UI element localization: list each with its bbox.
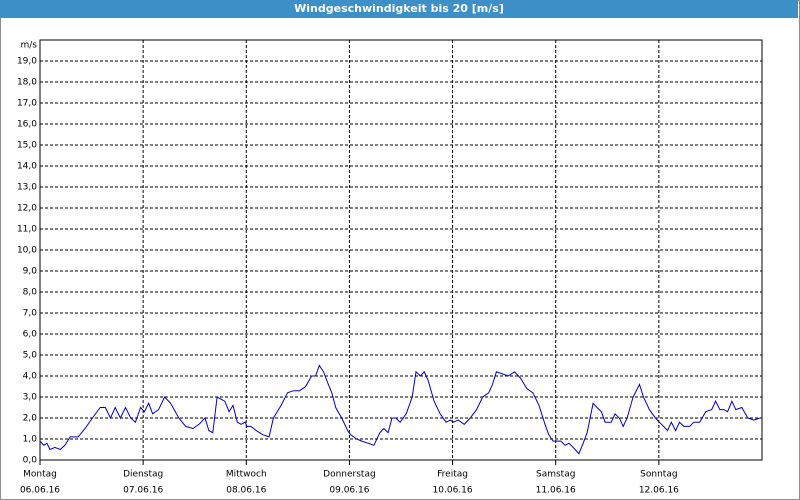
x-tick-label: Dienstag (123, 470, 163, 480)
x-tick-date: 12.06.16 (639, 486, 679, 496)
y-tick-label: 0,0 (23, 456, 38, 466)
y-tick-label: 1,0 (23, 435, 38, 445)
x-tick-date: 10.06.16 (433, 486, 473, 496)
y-tick-label: 16,0 (17, 120, 37, 130)
x-tick-label: Montag (23, 470, 57, 480)
y-tick-label: 11,0 (17, 225, 37, 235)
y-tick-label: 8,0 (23, 288, 38, 298)
x-tick-label: Sonntag (640, 470, 677, 480)
y-tick-label: 17,0 (17, 99, 37, 109)
y-tick-label: 4,0 (23, 372, 38, 382)
wind-line (39, 364, 761, 455)
y-tick-label: 19,0 (17, 57, 37, 67)
y-tick-label: 7,0 (23, 309, 38, 319)
y-tick-label: 2,0 (23, 414, 38, 424)
y-tick-label: 10,0 (17, 246, 37, 256)
title-bar: Windgeschwindigkeit bis 20 [m/s] (0, 0, 798, 18)
y-tick-label: 9,0 (23, 267, 38, 277)
y-tick-label: 6,0 (23, 330, 38, 340)
x-tick-date: 07.06.16 (123, 486, 163, 496)
y-tick-label: 5,0 (23, 351, 38, 361)
y-tick-label: 14,0 (17, 162, 37, 172)
y-tick-label: 15,0 (17, 141, 37, 151)
x-tick-date: 11.06.16 (536, 486, 576, 496)
x-tick-label: Freitag (437, 470, 468, 480)
x-tick-date: 09.06.16 (329, 486, 369, 496)
y-tick-label: 13,0 (17, 183, 37, 193)
x-tick-date: 08.06.16 (226, 486, 266, 496)
y-unit: m/s (21, 41, 38, 51)
x-tick-label: Mittwoch (226, 470, 267, 480)
x-tick-label: Donnerstag (323, 470, 376, 480)
y-tick-label: 3,0 (23, 393, 38, 403)
x-tick-date: 06.06.16 (20, 486, 60, 496)
y-tick-label: 18,0 (17, 78, 37, 88)
x-tick-label: Samstag (536, 470, 575, 480)
y-tick-label: 12,0 (17, 204, 37, 214)
